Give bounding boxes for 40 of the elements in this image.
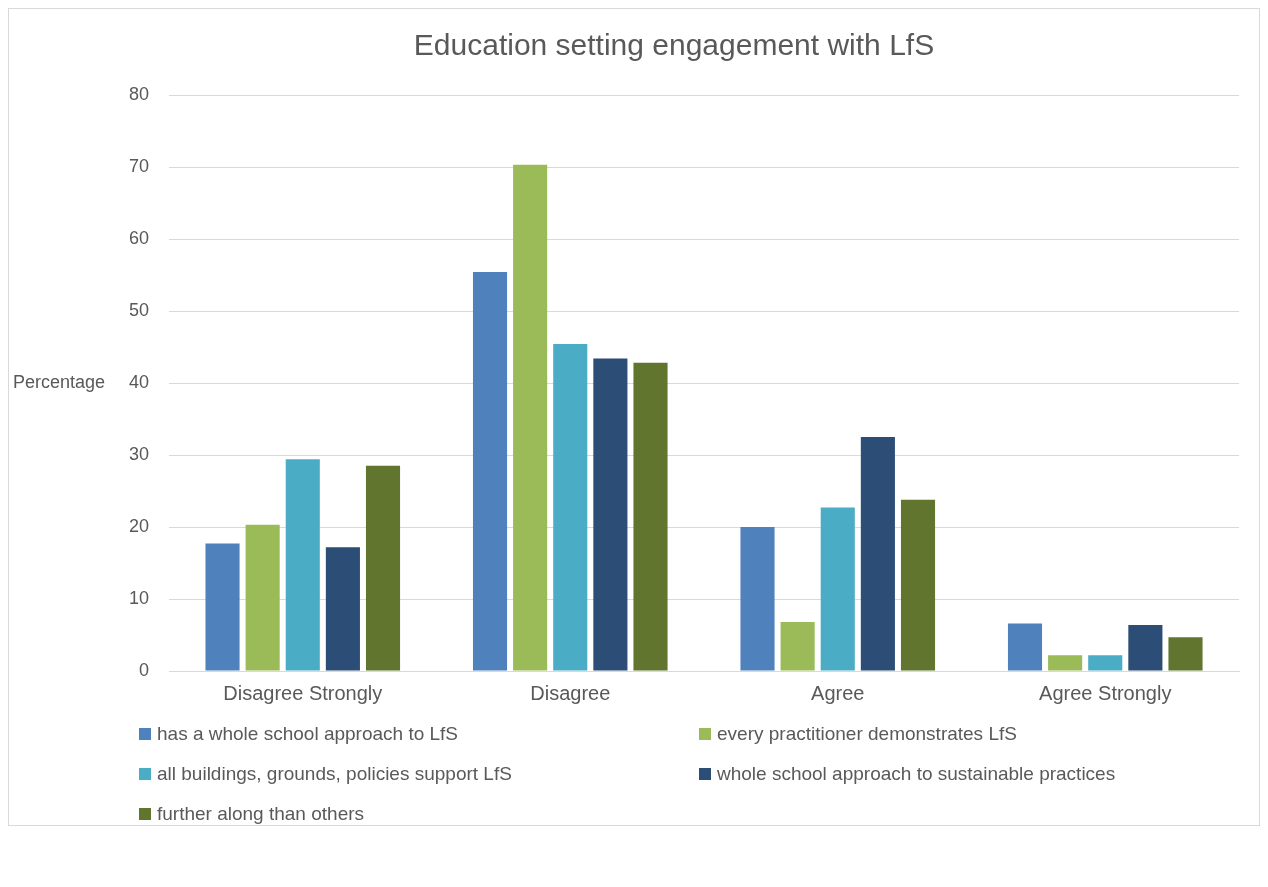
legend-label: every practitioner demonstrates LfS: [717, 723, 1017, 745]
bar: [513, 164, 548, 671]
y-tick-label: 10: [128, 587, 150, 608]
bar: [285, 459, 320, 671]
y-tick-label: 60: [128, 227, 150, 248]
bar: [1168, 637, 1203, 671]
x-tick-label: Disagree: [530, 681, 611, 704]
bar: [245, 524, 280, 671]
bar: [820, 507, 855, 671]
legend-label: whole school approach to sustainable practices: [717, 763, 1116, 785]
bar: [553, 344, 588, 671]
bar: [1048, 655, 1083, 671]
bar: [365, 465, 401, 671]
bar: [860, 437, 895, 671]
legend-label: further along than others: [157, 803, 365, 825]
y-axis-title: Percentage: [13, 371, 106, 392]
y-tick-label: 30: [128, 443, 150, 464]
bar: [900, 499, 936, 671]
legend-label: all buildings, grounds, policies support LfS: [157, 763, 512, 785]
bar: [472, 272, 508, 671]
bar: [1088, 655, 1123, 671]
bar: [325, 547, 360, 671]
bar: [593, 358, 628, 671]
bar: [633, 362, 668, 671]
y-tick-label: 50: [128, 299, 150, 320]
y-tick-label: 20: [128, 515, 150, 536]
chart-title: Education setting engagement with LfS: [413, 28, 935, 62]
bar: [740, 527, 775, 671]
bar: [205, 543, 240, 671]
x-tick-label: Disagree Strongly: [223, 681, 383, 704]
y-tick-label: 70: [128, 155, 150, 176]
x-tick-label: Agree Strongly: [1039, 681, 1172, 704]
x-tick-label: Agree: [811, 681, 865, 704]
bar: [1128, 624, 1163, 671]
bar: [780, 622, 815, 671]
bar: [1007, 623, 1043, 671]
y-tick-label: 0: [139, 659, 150, 680]
y-tick-label: 40: [128, 371, 150, 392]
y-tick-label: 80: [128, 83, 150, 104]
legend-label: has a whole school approach to LfS: [157, 723, 459, 745]
